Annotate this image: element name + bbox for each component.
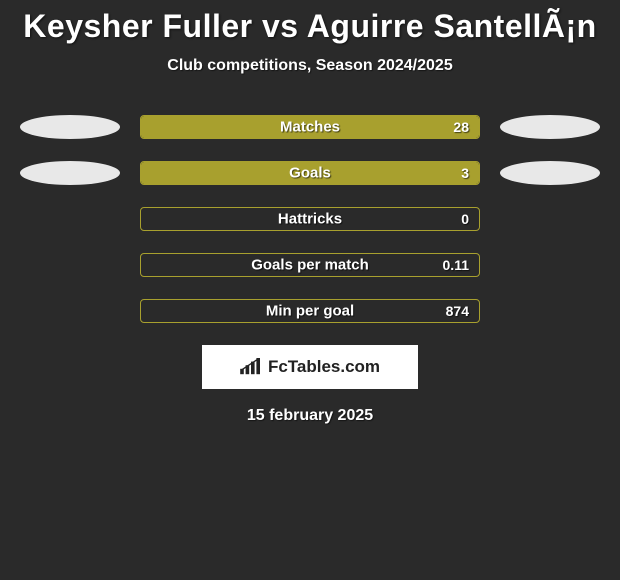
stat-row: Hattricks 0 [0, 207, 620, 231]
bar-label: Matches [280, 119, 340, 136]
stat-row: Goals per match 0.11 [0, 253, 620, 277]
subtitle: Club competitions, Season 2024/2025 [0, 57, 620, 75]
logo-box: FcTables.com [202, 345, 418, 389]
bar-value: 28 [453, 119, 469, 135]
stat-bar: Min per goal 874 [140, 299, 480, 323]
right-pill [500, 115, 600, 139]
left-pill [20, 161, 120, 185]
right-pill [500, 161, 600, 185]
bar-label: Goals [289, 165, 331, 182]
stat-row: Matches 28 [0, 115, 620, 139]
date-text: 15 february 2025 [0, 407, 620, 425]
bar-label: Hattricks [278, 211, 342, 228]
bar-label: Goals per match [251, 257, 369, 274]
bar-label: Min per goal [266, 303, 354, 320]
left-pill [20, 115, 120, 139]
bar-value: 3 [461, 165, 469, 181]
stat-row: Goals 3 [0, 161, 620, 185]
stat-bar: Matches 28 [140, 115, 480, 139]
page-title: Keysher Fuller vs Aguirre SantellÃ¡n [0, 8, 620, 45]
bar-value: 874 [446, 303, 469, 319]
bar-value: 0.11 [443, 257, 469, 273]
stat-bar: Hattricks 0 [140, 207, 480, 231]
stat-row: Min per goal 874 [0, 299, 620, 323]
stats-rows: Matches 28 Goals 3 Hattricks 0 Goals per match… [0, 115, 620, 323]
stat-bar: Goals 3 [140, 161, 480, 185]
logo-text: FcTables.com [268, 357, 380, 377]
bars-chart-icon [240, 358, 262, 376]
comparison-infographic: Keysher Fuller vs Aguirre SantellÃ¡n Clu… [0, 0, 620, 425]
stat-bar: Goals per match 0.11 [140, 253, 480, 277]
bar-value: 0 [461, 211, 469, 227]
